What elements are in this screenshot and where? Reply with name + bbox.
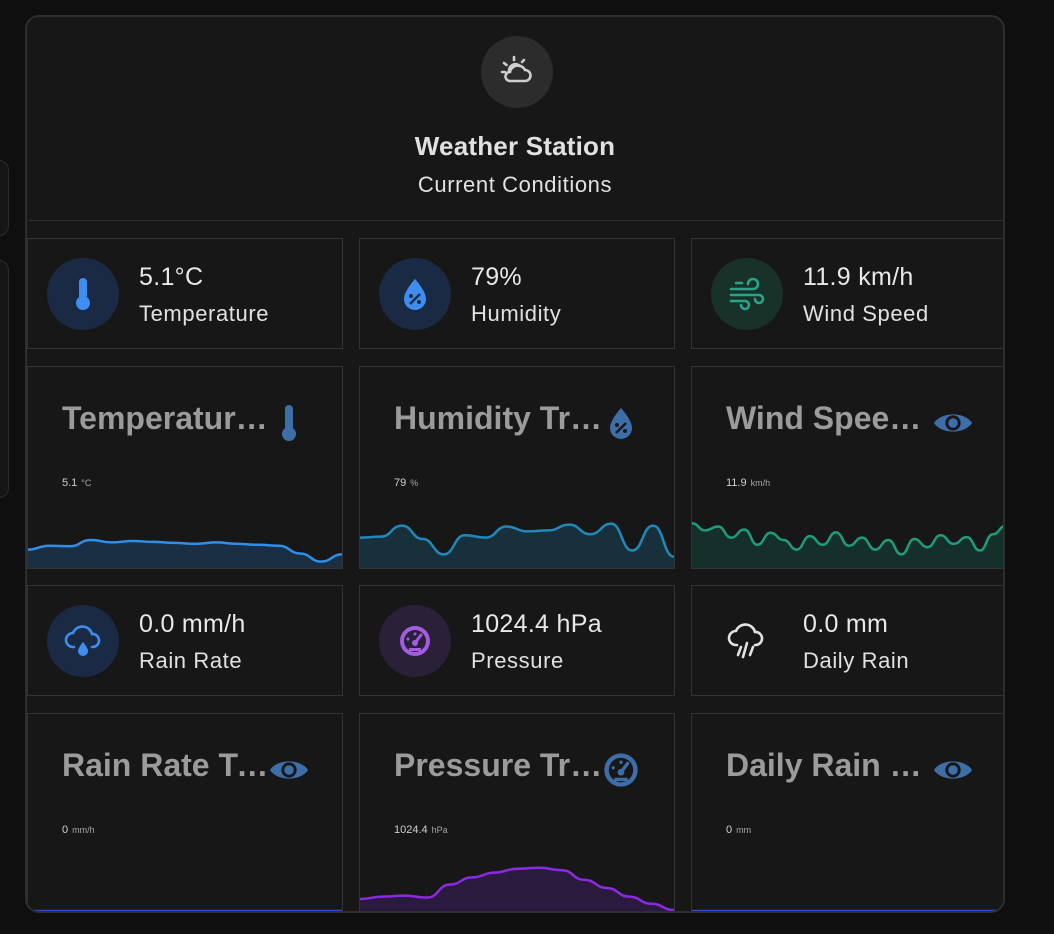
graph-state: 0 mm [726,824,751,836]
daily-rain-label: Daily Rain [803,648,910,673]
wind-speed-tile[interactable]: 11.9 km/h Wind Speed [691,238,1003,349]
graph-title: Pressure Trend [394,747,604,783]
card-header: Weather Station Current Conditions [27,17,1003,221]
sparkline-line [360,866,674,911]
humidity-value: 79% [471,263,522,291]
sparkline-fill [360,867,674,911]
graph-title: Humidity Trend [394,400,604,436]
graph-unit: mm/h [72,825,95,835]
gauge-icon [600,749,642,791]
eye-icon [932,749,974,791]
wind-speed-label: Wind Speed [803,301,929,326]
temperature-label: Temperature [139,301,270,326]
trend-sparkline [692,909,1005,913]
card-subtitle: Current Conditions [417,172,613,197]
trend-sparkline [28,538,342,568]
graph-unit: km/h [750,478,771,488]
temperature-value: 5.1°C [139,263,204,291]
wind-speed-value: 11.9 km/h [803,263,914,291]
graph-unit: % [410,478,419,488]
sparkline-fill [28,540,342,568]
eye-icon [932,402,974,444]
graph-unit: °C [81,478,92,488]
weather-partly-cloudy-icon[interactable] [481,36,553,108]
rain-rate-tile[interactable]: 0.0 mm/h Rain Rate [27,585,343,696]
temperature-tile[interactable]: 5.1°C Temperature [27,238,343,349]
thermometer-icon [47,258,119,330]
sparkline-line [28,538,342,563]
humidity-tile[interactable]: 79% Humidity [359,238,675,349]
graph-value: 0 [62,824,69,836]
trend-sparkline [692,521,1003,568]
sparkline-fill [692,911,1005,913]
water-percent-icon [600,402,642,444]
graph-state: 1024.4 hPa [394,824,448,836]
graph-state: 79% [394,477,418,489]
graph-title: Temperature Trend [62,400,272,436]
humidity-label: Humidity [471,301,562,326]
daily-rain-tile[interactable]: 0.0 mm Daily Rain [691,585,1003,696]
graph-title: Daily Rain Trend [726,747,936,783]
pressure-value: 1024.4 hPa [471,610,602,638]
rain-rate-value: 0.0 mm/h [139,610,246,638]
pressure-graph[interactable]: Pressure Trend 1024.4 hPa [359,713,675,911]
graph-state: 5.1 °C [62,477,91,489]
trend-sparkline [28,909,342,913]
weather-rainy-icon [47,605,119,677]
gauge-icon [379,605,451,677]
graph-title: Wind Speed Trend [726,400,936,436]
wind-speed-graph[interactable]: Wind Speed Trend 11.9km/h [691,366,1003,569]
card-title: Weather Station [414,131,616,161]
graph-value: 0 [726,824,733,836]
weather-windy-icon [711,258,783,330]
eye-icon [268,749,310,791]
weather-pouring-icon [711,605,783,677]
graph-unit: hPa [431,825,448,835]
graph-value: 79 [394,477,407,489]
pressure-label: Pressure [471,648,564,673]
sparkline-line [360,522,674,559]
adjacent-card-top [0,160,9,236]
rain-rate-graph[interactable]: Rain Rate Trend 0mm/h [27,713,343,913]
sparkline-fill [28,911,342,913]
rain-rate-label: Rain Rate [139,648,243,673]
water-percent-icon [379,258,451,330]
daily-rain-value: 0.0 mm [803,610,889,638]
graph-title: Rain Rate Trend [62,747,272,783]
temperature-graph[interactable]: Temperature Trend 5.1°C [27,366,343,569]
graph-state: 0 mm/h [62,824,95,836]
graph-value: 11.9 [726,477,747,489]
trend-sparkline [360,866,674,911]
sparkline-line [692,521,1003,556]
sparkline-fill [360,523,674,568]
trend-sparkline [360,522,674,568]
graph-value: 5.1 [62,477,78,489]
weather-station-card: Weather Station Current Conditions 5.1°C… [25,15,1005,913]
humidity-graph[interactable]: Humidity Trend 79% [359,366,675,569]
graph-value: 1024.4 [394,824,428,836]
daily-rain-graph[interactable]: Daily Rain Trend 0mm [691,713,1005,913]
graph-unit: mm [736,825,752,835]
adjacent-card-bottom [0,260,9,498]
thermometer-icon [268,402,310,444]
graph-state: 11.9 km/h [726,477,770,489]
pressure-tile[interactable]: 1024.4 hPa Pressure [359,585,675,696]
